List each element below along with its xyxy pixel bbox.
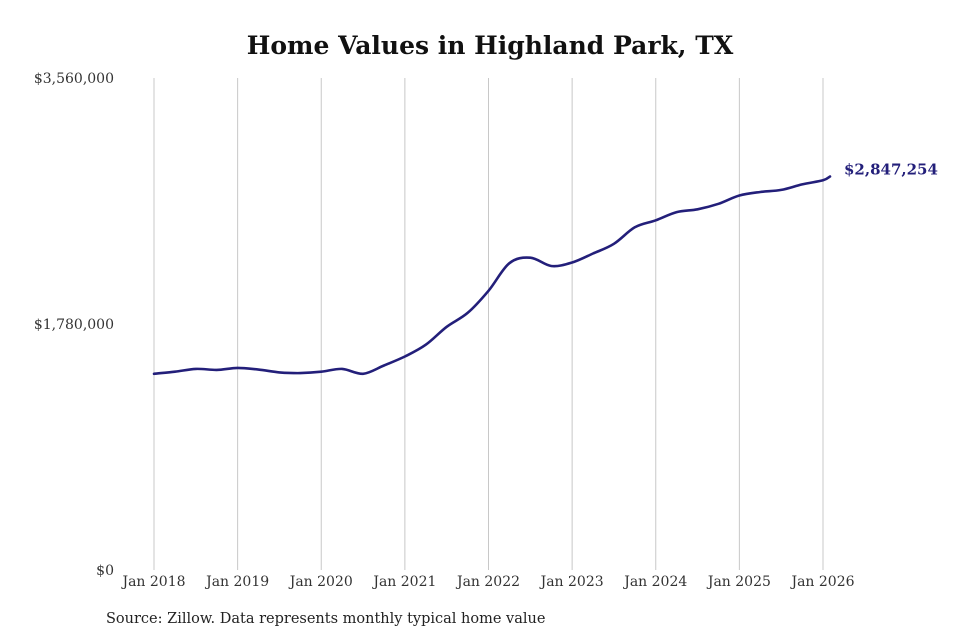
end-value-label: $2,847,254 (844, 161, 938, 179)
series-line-0 (152, 175, 832, 376)
y-axis-ticks: $0 $1,780,000 $3,560,000 (34, 71, 114, 579)
source-note: Source: Zillow. Data represents monthly … (106, 611, 546, 627)
series-lines (152, 175, 832, 376)
x-tick-label: Jan 2023 (539, 574, 604, 590)
gridlines (153, 78, 824, 570)
y-tick-label: $3,560,000 (34, 71, 114, 87)
x-tick-label: Jan 2024 (622, 574, 687, 590)
x-tick-label: Jan 2020 (288, 574, 353, 590)
chart-title: Home Values in Highland Park, TX (247, 31, 734, 60)
y-tick-label: $0 (96, 563, 114, 579)
x-tick-label: Jan 2018 (120, 574, 185, 590)
x-axis-ticks: Jan 2018 Jan 2019 Jan 2020 Jan 2021 Jan 2022… (120, 574, 854, 590)
x-tick-label: Jan 2022 (455, 574, 520, 590)
x-tick-label: Jan 2026 (789, 574, 854, 590)
y-tick-label: $1,780,000 (34, 317, 114, 333)
x-tick-label: Jan 2025 (706, 574, 771, 590)
x-tick-label: Jan 2019 (204, 574, 269, 590)
x-tick-label: Jan 2021 (371, 574, 436, 590)
